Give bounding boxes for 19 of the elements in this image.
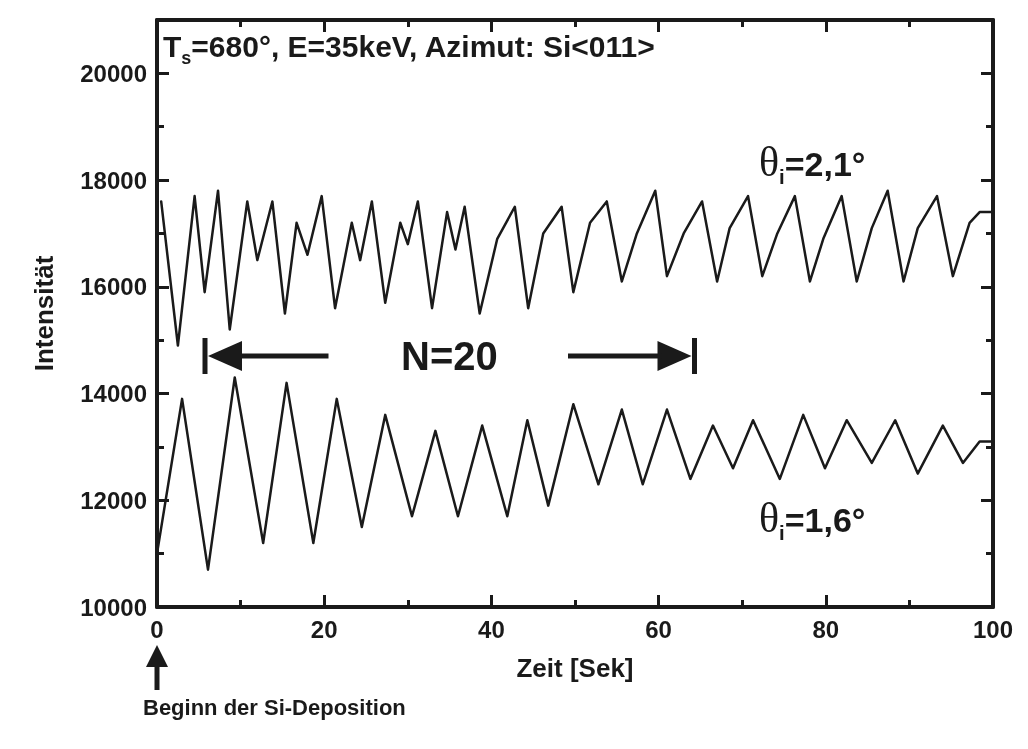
chart-title: T$_{s}$=680°, E=35keV, Azimut: Si<011>	[163, 30, 655, 69]
y-tick-label: 16000	[80, 273, 147, 301]
y-tick-label: 10000	[80, 593, 147, 621]
x-tick-label: 20	[310, 615, 338, 643]
x-tick-label: 100	[972, 615, 1014, 643]
x-axis-title: Zeit [Sek]	[516, 653, 634, 683]
y-tick-label: 18000	[80, 166, 147, 194]
x-tick-label: 80	[812, 615, 840, 643]
text: Beginn der Si-Deposition	[143, 695, 406, 721]
x-tick-label: 60	[645, 615, 672, 643]
series-label: θ$_{i}$=2,1°	[758, 137, 866, 189]
series-label: θ$_{i}$=1,6°	[758, 494, 866, 546]
y-tick-label: 12000	[80, 486, 147, 514]
x-tick-label: 0	[150, 615, 164, 643]
x-tick-label: 40	[478, 615, 505, 643]
y-tick-label: 14000	[80, 380, 147, 408]
y-axis-title: Intensität	[29, 255, 59, 372]
annotation: N=20	[401, 333, 498, 379]
y-tick-label: 20000	[80, 59, 147, 87]
